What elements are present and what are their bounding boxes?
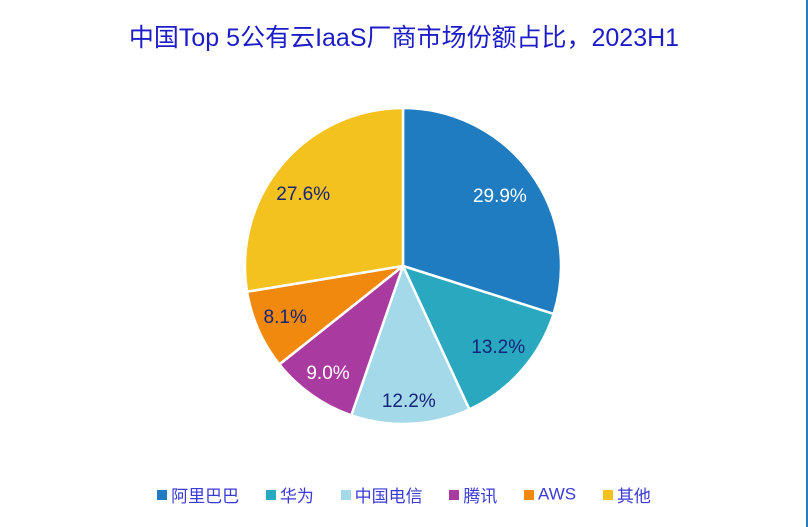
svg-text:29.9%: 29.9%	[473, 186, 527, 207]
svg-text:8.1%: 8.1%	[264, 307, 307, 328]
svg-text:12.2%: 12.2%	[382, 391, 436, 412]
svg-text:27.6%: 27.6%	[276, 184, 330, 205]
svg-text:9.0%: 9.0%	[306, 363, 349, 384]
svg-text:13.2%: 13.2%	[471, 337, 525, 358]
